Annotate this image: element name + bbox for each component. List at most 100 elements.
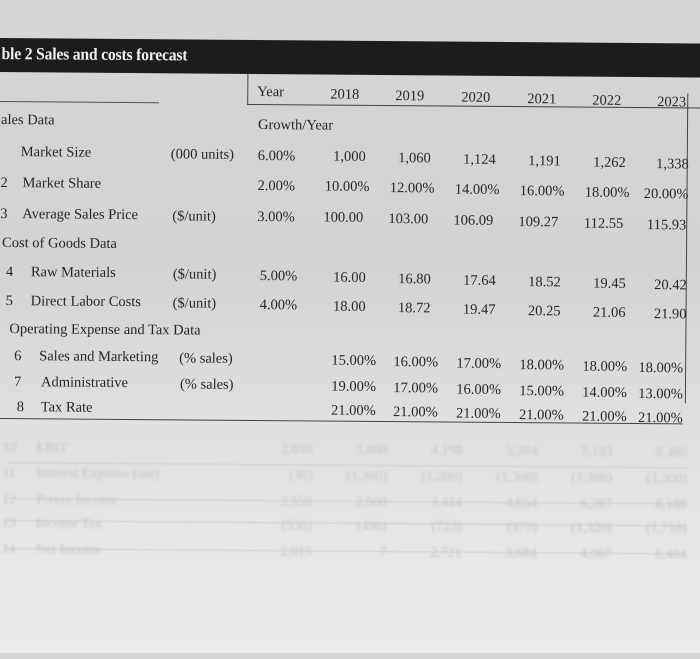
faded-cell: (1,300)	[571, 470, 613, 486]
faded-cell: 4,664	[505, 495, 538, 512]
row-label: Tax Rate	[40, 399, 93, 416]
faded-cell: 8,180	[655, 497, 688, 513]
faded-cell: 3,444	[430, 495, 463, 511]
section-cost-of-goods-data: Cost of Goods Data	[2, 235, 117, 252]
cell: 109.27	[518, 214, 559, 231]
table-title: ble 2 Sales and costs forecast	[1, 44, 188, 65]
row-unit: ($/unit)	[172, 295, 217, 312]
cell: 18.00	[332, 298, 366, 315]
faded-row-label: Income Tax	[35, 516, 102, 532]
cell: 19.47	[462, 301, 496, 318]
year-2022: 2022	[592, 92, 622, 109]
table-row-raw-materials: 4 Raw Materials ($/unit) 5.00% 16.00 16.…	[0, 0, 700, 293]
faded-cell: 2,500	[355, 494, 388, 511]
cell: 21.06	[592, 304, 626, 321]
faded-row-num: 11	[2, 466, 16, 482]
row-growth: 3.00%	[257, 209, 295, 226]
growth-year-label: Growth/Year	[257, 117, 334, 134]
cell: 16.80	[398, 271, 431, 288]
faded-cell: 5,304	[505, 443, 538, 460]
row-growth: 2.00%	[257, 178, 296, 195]
row-label: Average Sales Price	[22, 206, 139, 224]
row-unit: ($/unit)	[172, 266, 217, 283]
cell: 16.00	[333, 269, 366, 286]
faded-row-num: 13	[1, 516, 16, 532]
table-row-market-share: 2 Market Share 2.00% 10.00% 12.00% 14.00…	[0, 0, 700, 202]
cell: 16.00%	[393, 354, 439, 371]
faded-cell: (1,718)	[645, 521, 687, 537]
row-growth: 6.00%	[257, 148, 296, 165]
faded-cell: 6,464	[655, 547, 687, 563]
divider	[0, 100, 160, 104]
faded-cell: 3,860	[355, 442, 388, 459]
table-row-average-sales-price: 3 Average Sales Price ($/unit) 3.00% 100…	[0, 0, 700, 233]
faded-cell: (979)	[506, 519, 537, 536]
faded-cell: (536)	[281, 518, 312, 534]
faded-row-num: 12	[2, 492, 17, 508]
cell: 115.93	[646, 217, 687, 234]
cell: 21.00%	[331, 402, 376, 419]
table-row-administrative: 7 Administrative (% sales) 19.00% 17.00%…	[0, 0, 700, 402]
row-number: 6	[14, 348, 22, 365]
cell: 106.09	[453, 212, 494, 229]
faded-row-label: Interest Expense (net)	[36, 466, 160, 483]
faded-cell: (30)	[288, 468, 313, 484]
cell: 18.72	[397, 300, 431, 317]
cell: 21.90	[653, 306, 687, 323]
cell: 100.00	[323, 209, 364, 226]
cell: 17.00%	[393, 380, 439, 397]
section-sales-data: ales Data	[0, 112, 55, 129]
cell: 19.45	[593, 275, 626, 292]
faded-cell: (1,300)	[496, 469, 538, 486]
row-unit: (% sales)	[179, 350, 233, 367]
row-number: 5	[5, 293, 13, 310]
faded-cell: (496)	[356, 518, 387, 535]
cell: 16.00%	[456, 381, 502, 398]
faded-row-num: 14	[1, 542, 16, 558]
row-number: 7	[13, 374, 22, 391]
row-growth: 4.00%	[259, 297, 298, 314]
cell: 1,000	[333, 148, 366, 165]
cell: 20.00%	[643, 186, 689, 203]
section-operating-expense-and-tax-data: Operating Expense and Tax Data	[9, 321, 201, 339]
row-growth: 5.00%	[259, 268, 298, 285]
cell: 16.00%	[519, 183, 565, 200]
faded-cell: 2,550	[280, 494, 313, 510]
cell: 18.00%	[638, 360, 684, 377]
cell: 21.00%	[455, 405, 501, 422]
cell: 21.00%	[637, 410, 683, 427]
faded-row-label: Pretax Income	[36, 492, 118, 508]
cell: 14.00%	[454, 181, 500, 198]
row-unit: (000 units)	[170, 146, 235, 163]
row-label: Raw Materials	[30, 264, 116, 281]
faded-cell: 2,721	[430, 545, 462, 561]
faded-cell: (1,300)	[646, 471, 688, 487]
cell: 1,338	[656, 156, 689, 173]
table-row-direct-labor-costs: 5 Direct Labor Costs ($/unit) 4.00% 18.0…	[0, 0, 700, 322]
table-row-sales-and-marketing: 6 Sales and Marketing (% sales) 15.00% 1…	[0, 0, 700, 376]
faded-cell: 8,480	[655, 445, 688, 461]
cell: 17.00%	[456, 355, 502, 372]
cell: 18.00%	[519, 357, 565, 374]
year-2019: 2019	[395, 88, 425, 105]
faded-cell: (723)	[431, 519, 462, 535]
cell: 19.00%	[331, 378, 377, 395]
year-label: Year	[257, 84, 285, 101]
cell: 1,124	[463, 151, 496, 168]
cell: 10.00%	[324, 178, 370, 195]
cell: 1,060	[398, 150, 431, 167]
cell: 12.00%	[389, 180, 435, 197]
year-2021: 2021	[527, 91, 557, 108]
faded-cell: 7,183	[580, 444, 613, 460]
cell: 20.25	[527, 303, 561, 320]
row-label: Direct Labor Costs	[30, 293, 142, 311]
year-header-row: Year 2018 2019 2020 2021 2022 2023	[0, 0, 700, 110]
faded-cell: 6,287	[580, 496, 613, 512]
faded-cell: (1,320)	[570, 520, 612, 536]
cell: 18.52	[528, 274, 561, 291]
cell: 17.64	[463, 272, 496, 289]
table-row-tax-rate: 8 Tax Rate 21.00% 21.00% 21.00% 21.00% 2…	[0, 0, 700, 426]
faded-cell: (1,360)	[346, 468, 388, 485]
year-2018: 2018	[330, 86, 360, 103]
